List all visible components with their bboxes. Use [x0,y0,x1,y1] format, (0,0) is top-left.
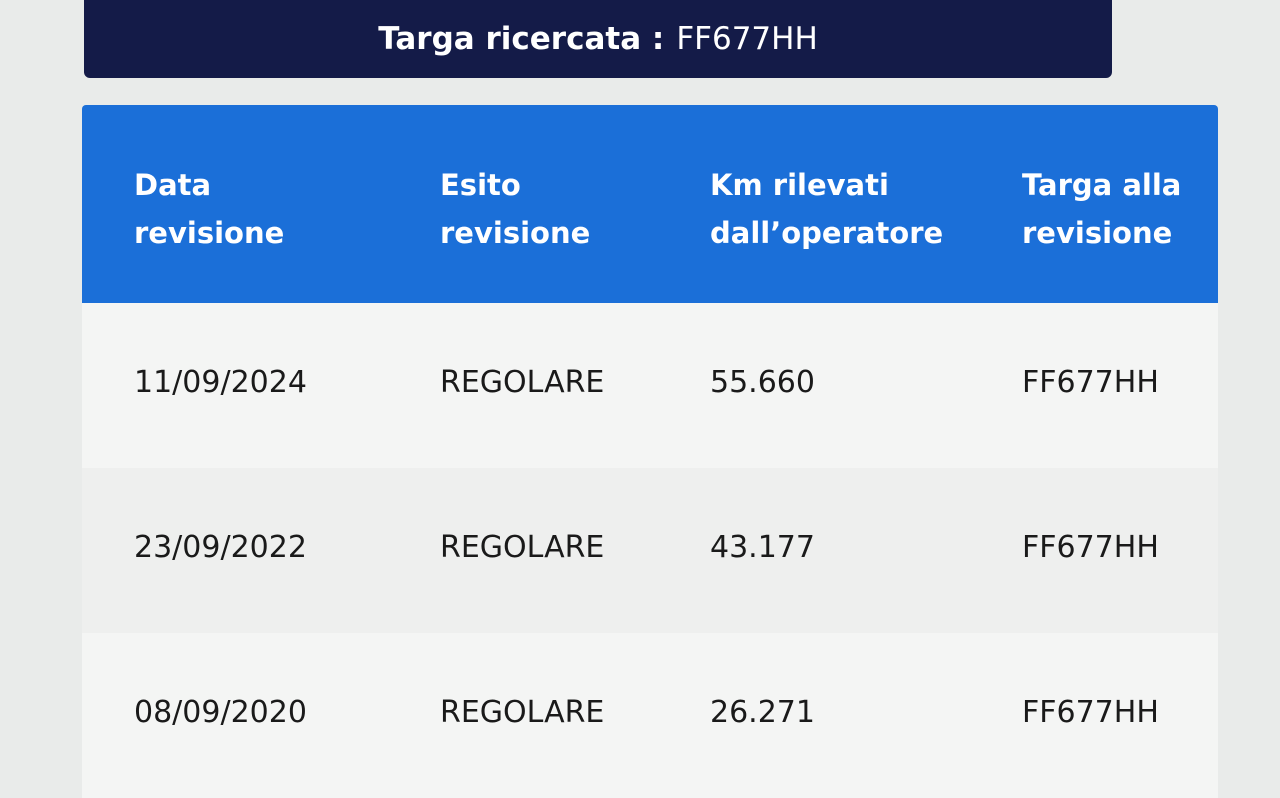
table-row: 11/09/2024 REGOLARE 55.660 FF677HH [82,303,1218,468]
search-title-bar: Targa ricercata : FF677HH [84,0,1112,78]
column-header-plate: Targa alla revisione [1022,161,1181,257]
searched-plate: FF677HH [676,21,818,57]
cell-km: 43.177 [710,530,815,565]
revision-table: Data revisione Esito revisione Km rilevati… [82,105,1218,798]
table-row: 08/09/2020 REGOLARE 26.271 FF677HH [82,633,1218,798]
header-line: Km rilevati [710,168,889,202]
header-line: dall’operatore [710,216,944,250]
cell-plate: FF677HH [1022,530,1159,565]
header-line: revisione [134,216,285,250]
header-line: Esito [440,168,521,202]
cell-km: 55.660 [710,365,815,400]
table-header: Data revisione Esito revisione Km rilevati… [82,105,1218,303]
cell-date: 11/09/2024 [134,365,307,400]
cell-plate: FF677HH [1022,695,1159,730]
search-label: Targa ricercata : [378,21,665,57]
table-row: 23/09/2022 REGOLARE 43.177 FF677HH [82,468,1218,633]
header-line: revisione [1022,216,1173,250]
cell-date: 23/09/2022 [134,530,307,565]
cell-result: REGOLARE [440,695,605,730]
header-line: revisione [440,216,591,250]
table-body: 11/09/2024 REGOLARE 55.660 FF677HH 23/09… [82,303,1218,798]
cell-result: REGOLARE [440,365,605,400]
cell-date: 08/09/2020 [134,695,307,730]
column-header-date: Data revisione [134,161,284,257]
cell-result: REGOLARE [440,530,605,565]
header-line: Targa alla [1022,168,1182,202]
column-header-result: Esito revisione [440,161,590,257]
cell-plate: FF677HH [1022,365,1159,400]
header-line: Data [134,168,212,202]
cell-km: 26.271 [710,695,815,730]
column-header-km: Km rilevati dall’operatore [710,161,943,257]
